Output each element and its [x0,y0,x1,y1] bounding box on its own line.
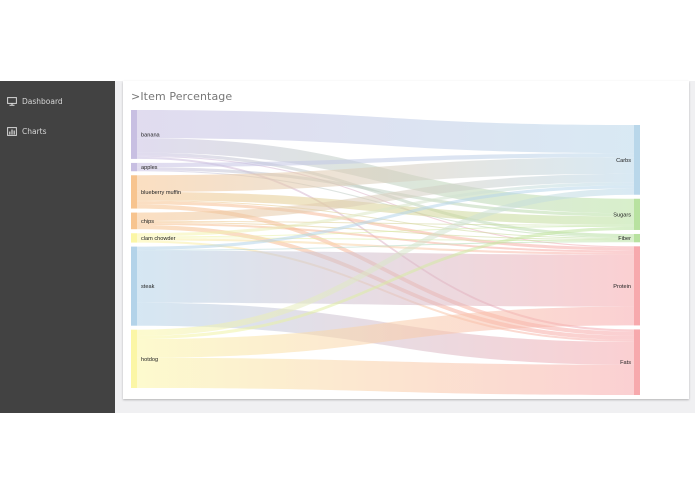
bar-chart-icon [7,126,17,136]
sankey-link-blueberry-muffin-fiber[interactable] [137,200,634,240]
card-title: >Item Percentage [131,90,233,103]
sankey-node-steak[interactable] [131,246,137,326]
sankey-link-banana-fats[interactable] [137,156,634,332]
sankey-node-blueberry-muffin[interactable] [131,175,137,209]
sidebar-item-label: Dashboard [22,96,63,106]
sankey-node-protein[interactable] [634,246,640,326]
sankey-link-steak-carbs[interactable] [137,185,634,250]
sankey-node-fiber[interactable] [634,233,640,243]
monitor-icon [7,96,17,106]
sankey-node-fats[interactable] [634,329,640,395]
sankey-link-clam-chowder-carbs[interactable] [137,182,634,237]
sankey-link-steak-protein[interactable] [137,250,634,307]
sidebar-item-label: Charts [22,126,47,136]
sankey-node-clam-chowder[interactable] [131,233,137,243]
sankey-node-chips[interactable] [131,212,137,230]
sankey-link-blueberry-muffin-protein[interactable] [137,201,634,251]
sidebar-item-dashboard[interactable]: Dashboard [7,93,63,109]
sankey-link-blueberry-muffin-carbs[interactable] [137,157,634,192]
sankey-link-hotdog-sugars[interactable] [137,226,634,340]
sankey-node-sugars[interactable] [634,198,640,230]
sankey-link-banana-carbs[interactable] [137,110,634,154]
sankey-link-apples-sugars[interactable] [137,167,634,217]
sidebar-item-charts[interactable]: Charts [7,123,47,139]
sankey-link-clam-chowder-sugars[interactable] [137,225,634,238]
sankey-link-chips-sugars[interactable] [137,220,634,226]
sankey-node-banana[interactable] [131,110,137,159]
sankey-node-carbs[interactable] [634,125,640,195]
sankey-link-hotdog-carbs[interactable] [137,188,634,336]
sankey-link-chips-carbs[interactable] [137,173,634,221]
sankey-node-apples[interactable] [131,162,137,172]
sidebar [0,81,115,413]
sankey-link-steak-fiber[interactable] [137,241,634,251]
sankey-node-hotdog[interactable] [131,329,137,388]
sankey-link-hotdog-protein[interactable] [137,306,634,358]
sankey-link-chips-protein[interactable] [137,222,634,253]
sankey-link-hotdog-fats[interactable] [137,357,634,395]
sankey-link-apples-carbs[interactable] [137,153,634,168]
